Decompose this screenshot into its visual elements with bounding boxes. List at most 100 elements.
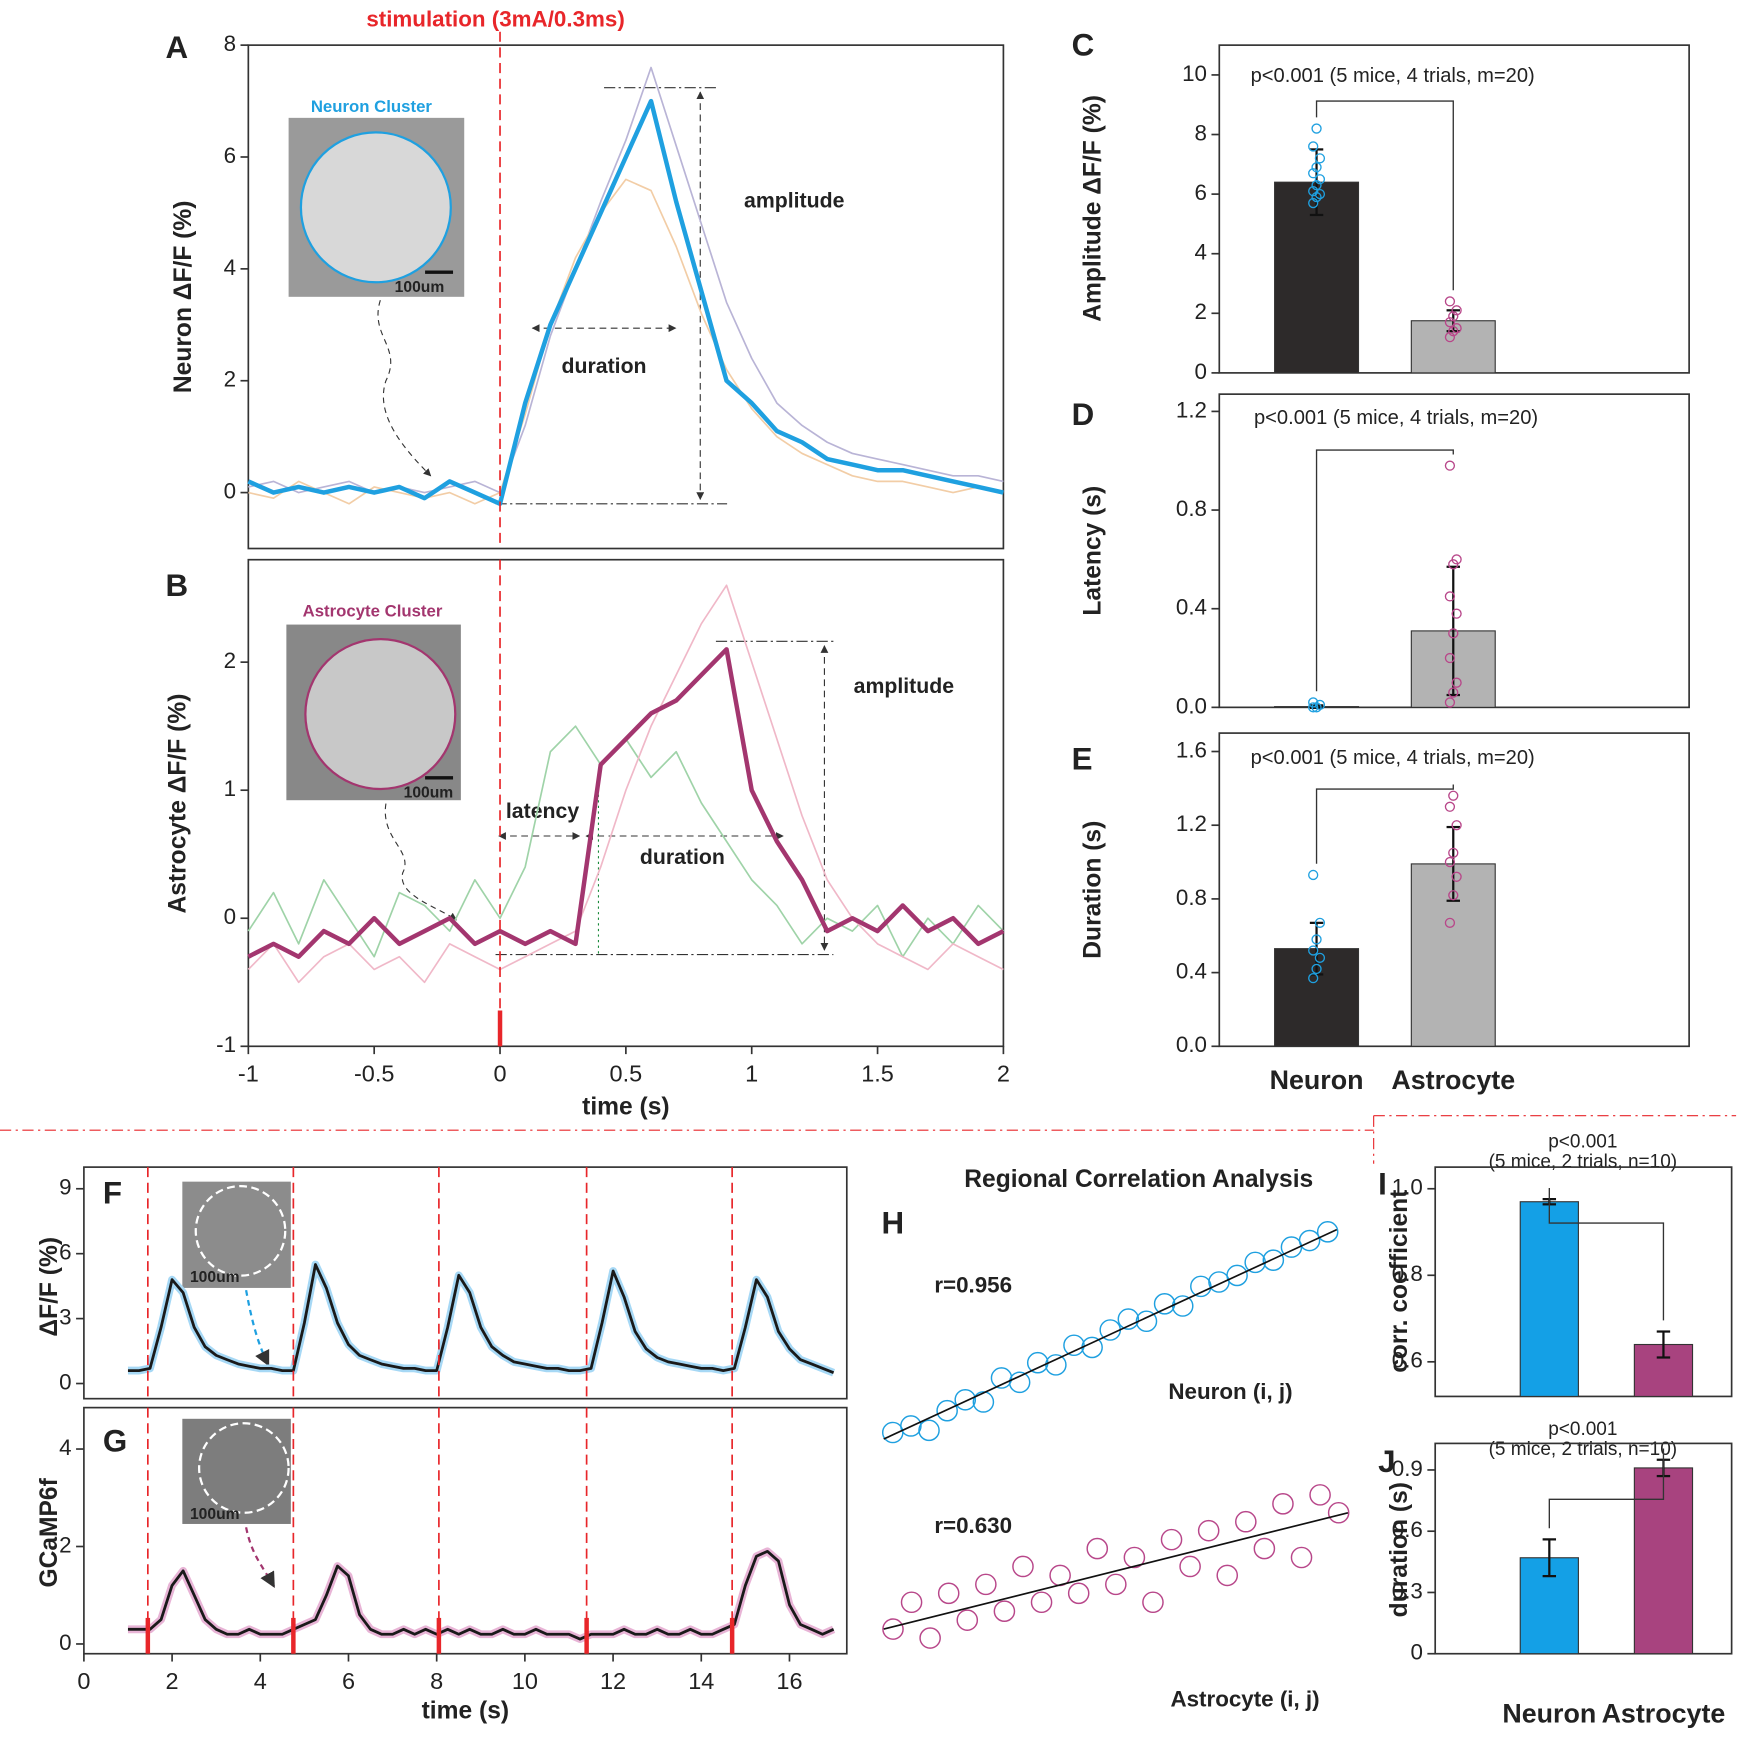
scatter-point xyxy=(937,1582,960,1605)
p-value: p<0.001 (5 mice, 4 trials, m=20) xyxy=(1251,65,1535,87)
scatter-point xyxy=(1244,1251,1267,1274)
panel-letter: E xyxy=(1072,741,1093,776)
scatter-point xyxy=(1197,1519,1220,1542)
fit-line xyxy=(883,1511,1349,1630)
scatter-point xyxy=(900,1591,923,1614)
data-point xyxy=(1444,697,1456,708)
data-point xyxy=(1311,934,1322,945)
data-point xyxy=(1444,917,1456,929)
p-value: p<0.001 (5 mice, 4 trials, m=20) xyxy=(1254,407,1538,429)
trace xyxy=(247,98,1004,507)
y-tick-label: 3 xyxy=(59,1305,71,1330)
x-tick-label: -1 xyxy=(238,1061,259,1087)
stimulus-pulse xyxy=(436,1617,442,1654)
y-tick-label: 1.2 xyxy=(1176,397,1207,422)
data-point xyxy=(1448,890,1459,901)
y-tick-label: 0.4 xyxy=(1176,595,1207,620)
data-point xyxy=(1448,326,1459,337)
inset-title: Astrocyte Cluster xyxy=(303,602,443,621)
inset-title: Neuron Cluster xyxy=(311,97,433,116)
y-tick-label: 1.6 xyxy=(1176,737,1207,762)
scatter-point xyxy=(1262,1249,1285,1271)
scale-label: 100um xyxy=(395,279,445,296)
scatter-point xyxy=(1179,1555,1201,1578)
y-tick-label: 2 xyxy=(59,1532,71,1557)
y-tick-label: 4 xyxy=(224,255,236,280)
p-value: p<0.001 xyxy=(1548,1132,1617,1153)
p-value: (5 mice, 2 trials, n=10) xyxy=(1489,1152,1678,1173)
y-tick-label: 2 xyxy=(224,367,236,392)
significance-bracket xyxy=(1548,1187,1665,1321)
data-point xyxy=(1314,699,1326,711)
scatter-point xyxy=(975,1573,997,1596)
x-tick-label: 6 xyxy=(342,1668,355,1694)
data-point xyxy=(1451,871,1462,882)
data-point xyxy=(1314,952,1326,964)
scatter-point xyxy=(1063,1334,1085,1357)
scatter-point xyxy=(1105,1573,1127,1596)
data-point xyxy=(1444,591,1456,602)
scatter-point xyxy=(1086,1537,1109,1560)
category-label: Astrocyte xyxy=(1391,1065,1515,1095)
stimulus-pulse xyxy=(497,1010,503,1047)
panel-letter: C xyxy=(1072,28,1095,63)
plot-frame xyxy=(1434,1442,1733,1655)
panel-letter: B xyxy=(166,568,189,603)
scatter-point xyxy=(900,1415,922,1437)
pointer xyxy=(245,1527,276,1588)
data-point xyxy=(1444,317,1456,328)
data-point xyxy=(1448,311,1459,322)
scatter-point xyxy=(972,1391,995,1413)
x-tick-label: 4 xyxy=(254,1668,267,1694)
y-tick-label: 8 xyxy=(224,31,236,56)
scatter-point xyxy=(1117,1308,1140,1330)
scatter-point xyxy=(882,1618,904,1640)
y-axis-label: ΔF/F (%) xyxy=(36,1237,63,1337)
y-tick-label: 8 xyxy=(1195,120,1207,145)
p-value: p<0.001 xyxy=(1548,1419,1617,1440)
scatter-point xyxy=(993,1600,1016,1623)
stimulus-pulse xyxy=(291,1617,296,1654)
scatter-point xyxy=(1327,1501,1350,1524)
annotation: latency xyxy=(506,799,579,823)
y-tick-label: -1 xyxy=(216,1032,236,1057)
scatter-point xyxy=(1123,1546,1146,1569)
plot-frame xyxy=(83,1406,848,1655)
data-point xyxy=(1308,141,1319,152)
x-tick-label: 0.5 xyxy=(610,1061,643,1087)
data-point xyxy=(1308,185,1319,197)
significance-bracket xyxy=(1315,100,1454,291)
category-label: Neuron xyxy=(1270,1065,1364,1095)
data-point xyxy=(1444,331,1456,343)
scatter-point xyxy=(1045,1354,1067,1376)
data-point xyxy=(1311,963,1322,975)
scatter-point xyxy=(936,1399,958,1422)
data-point xyxy=(1444,296,1456,307)
scatter-point xyxy=(1272,1493,1294,1515)
data-point xyxy=(1311,191,1322,203)
panel-letter: H xyxy=(881,1206,904,1241)
data-point xyxy=(1448,628,1459,639)
stimulus-pulse xyxy=(584,1617,589,1654)
axis-name: Astrocyte (i, j) xyxy=(1170,1687,1319,1712)
y-axis-label: Latency (s) xyxy=(1080,486,1107,616)
y-tick-label: 6 xyxy=(224,143,236,168)
x-axis-label: time (s) xyxy=(582,1093,669,1120)
r-label: r=0.630 xyxy=(934,1513,1012,1538)
data-point xyxy=(1314,153,1326,164)
category-label: Astrocyte xyxy=(1602,1698,1726,1728)
y-tick-label: 0.4 xyxy=(1176,959,1207,984)
x-tick-label: 0 xyxy=(77,1668,90,1694)
stimulus-pulse xyxy=(729,1617,735,1654)
plot-frame xyxy=(83,1166,848,1400)
y-tick-label: 0.6 xyxy=(1392,1517,1423,1542)
data-point xyxy=(1444,460,1456,471)
x-tick-label: 12 xyxy=(600,1668,626,1694)
panel-letter: I xyxy=(1378,1166,1387,1201)
trace xyxy=(247,584,1004,984)
data-point xyxy=(1451,677,1462,688)
inset-image xyxy=(182,1418,291,1524)
scatter-point xyxy=(1208,1271,1230,1293)
scatter-point xyxy=(1290,1546,1313,1569)
